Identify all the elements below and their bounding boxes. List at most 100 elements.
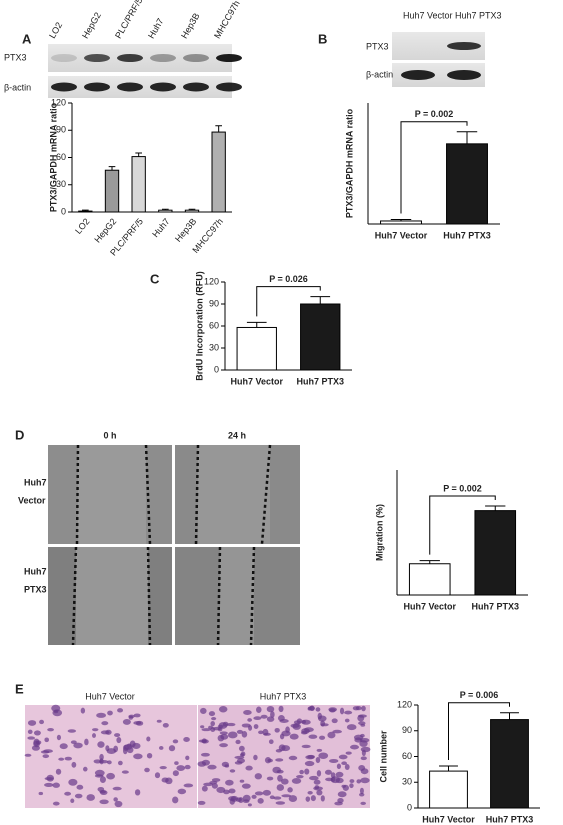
- cell: [56, 734, 62, 741]
- cell: [99, 790, 107, 794]
- cell: [253, 724, 259, 730]
- cell: [227, 731, 238, 739]
- cell: [281, 794, 292, 798]
- cell: [211, 783, 218, 789]
- cell: [339, 707, 345, 715]
- panel-label: C: [150, 271, 160, 286]
- cell: [133, 713, 141, 718]
- cell: [278, 705, 284, 713]
- blot-band: [51, 82, 77, 92]
- cell: [70, 798, 75, 803]
- x-tick-label: Huh7 Vector: [403, 601, 456, 611]
- cell: [74, 793, 83, 799]
- blot-lane-label: LO2: [47, 20, 64, 40]
- cell: [99, 758, 104, 765]
- cell: [201, 738, 207, 744]
- cell: [33, 730, 41, 736]
- cell: [234, 755, 245, 759]
- cell: [83, 766, 88, 772]
- cell: [336, 763, 341, 769]
- cell: [71, 761, 77, 768]
- cell: [112, 786, 122, 791]
- cell: [341, 761, 348, 766]
- bar: [158, 209, 173, 213]
- blot-lane-label: Huh7: [146, 17, 165, 41]
- bar: [131, 156, 146, 213]
- cell: [331, 718, 338, 724]
- cell: [352, 706, 360, 711]
- significance-bracket: [429, 495, 496, 555]
- y-tick-label: 0: [214, 364, 219, 374]
- panel-label: D: [15, 427, 24, 442]
- cell: [168, 745, 176, 752]
- cell: [209, 780, 218, 785]
- cell: [144, 767, 150, 773]
- cell: [67, 729, 77, 733]
- cell: [96, 712, 107, 718]
- row-label: PTX3: [24, 584, 47, 594]
- cell: [200, 707, 207, 714]
- cell: [304, 768, 310, 775]
- cell: [307, 706, 315, 711]
- cell: [116, 737, 122, 744]
- cell: [277, 715, 285, 722]
- cell: [44, 782, 54, 787]
- transwell-image: [25, 705, 197, 808]
- blot-band: [447, 42, 481, 50]
- blot-band: [401, 70, 435, 80]
- p-value: P = 0.002: [415, 109, 454, 119]
- cell: [275, 758, 284, 762]
- wound-images: [48, 444, 300, 646]
- cell: [251, 794, 257, 799]
- cell: [97, 741, 105, 748]
- cell: [106, 748, 117, 755]
- significance-bracket: [400, 121, 468, 214]
- panel-label: B: [318, 31, 327, 46]
- error-bar: [188, 208, 196, 211]
- cell: [338, 754, 348, 760]
- cell: [220, 733, 229, 740]
- cell: [39, 719, 45, 725]
- cell: [361, 749, 366, 757]
- cell: [254, 791, 264, 796]
- cell: [218, 722, 228, 729]
- cell: [344, 718, 350, 723]
- cells: [24, 704, 371, 808]
- x-tick-label: Huh7 Vector: [375, 230, 428, 240]
- bar: [104, 169, 120, 213]
- cell: [46, 774, 55, 782]
- cell: [360, 756, 367, 761]
- row-label: Vector: [18, 495, 46, 505]
- cell: [64, 791, 72, 796]
- cell: [301, 719, 306, 724]
- cell: [344, 763, 350, 770]
- x-tick-label: Huh7 PTX3: [296, 376, 344, 386]
- cell: [315, 707, 321, 712]
- bar: [408, 563, 451, 596]
- cell: [27, 729, 33, 734]
- cell: [59, 743, 68, 750]
- cell: [324, 769, 332, 775]
- cell: [224, 764, 230, 768]
- cell: [337, 798, 344, 804]
- cell: [40, 750, 50, 754]
- cell: [320, 795, 325, 802]
- cell: [129, 740, 136, 748]
- bar: [184, 209, 200, 213]
- cell: [64, 756, 72, 761]
- cell: [27, 720, 37, 726]
- y-tick-label: 0: [61, 206, 66, 216]
- y-tick-label: 90: [209, 298, 219, 308]
- cell: [99, 799, 109, 805]
- cell: [92, 733, 97, 738]
- cell: [253, 716, 262, 721]
- cell: [266, 776, 274, 781]
- blot-band: [183, 54, 209, 62]
- blot-band: [216, 82, 242, 92]
- error-bar: [135, 152, 142, 157]
- cell: [332, 729, 342, 734]
- p-value: P = 0.002: [443, 483, 482, 493]
- cell: [349, 779, 355, 784]
- cell: [106, 772, 115, 780]
- bar: [380, 220, 422, 225]
